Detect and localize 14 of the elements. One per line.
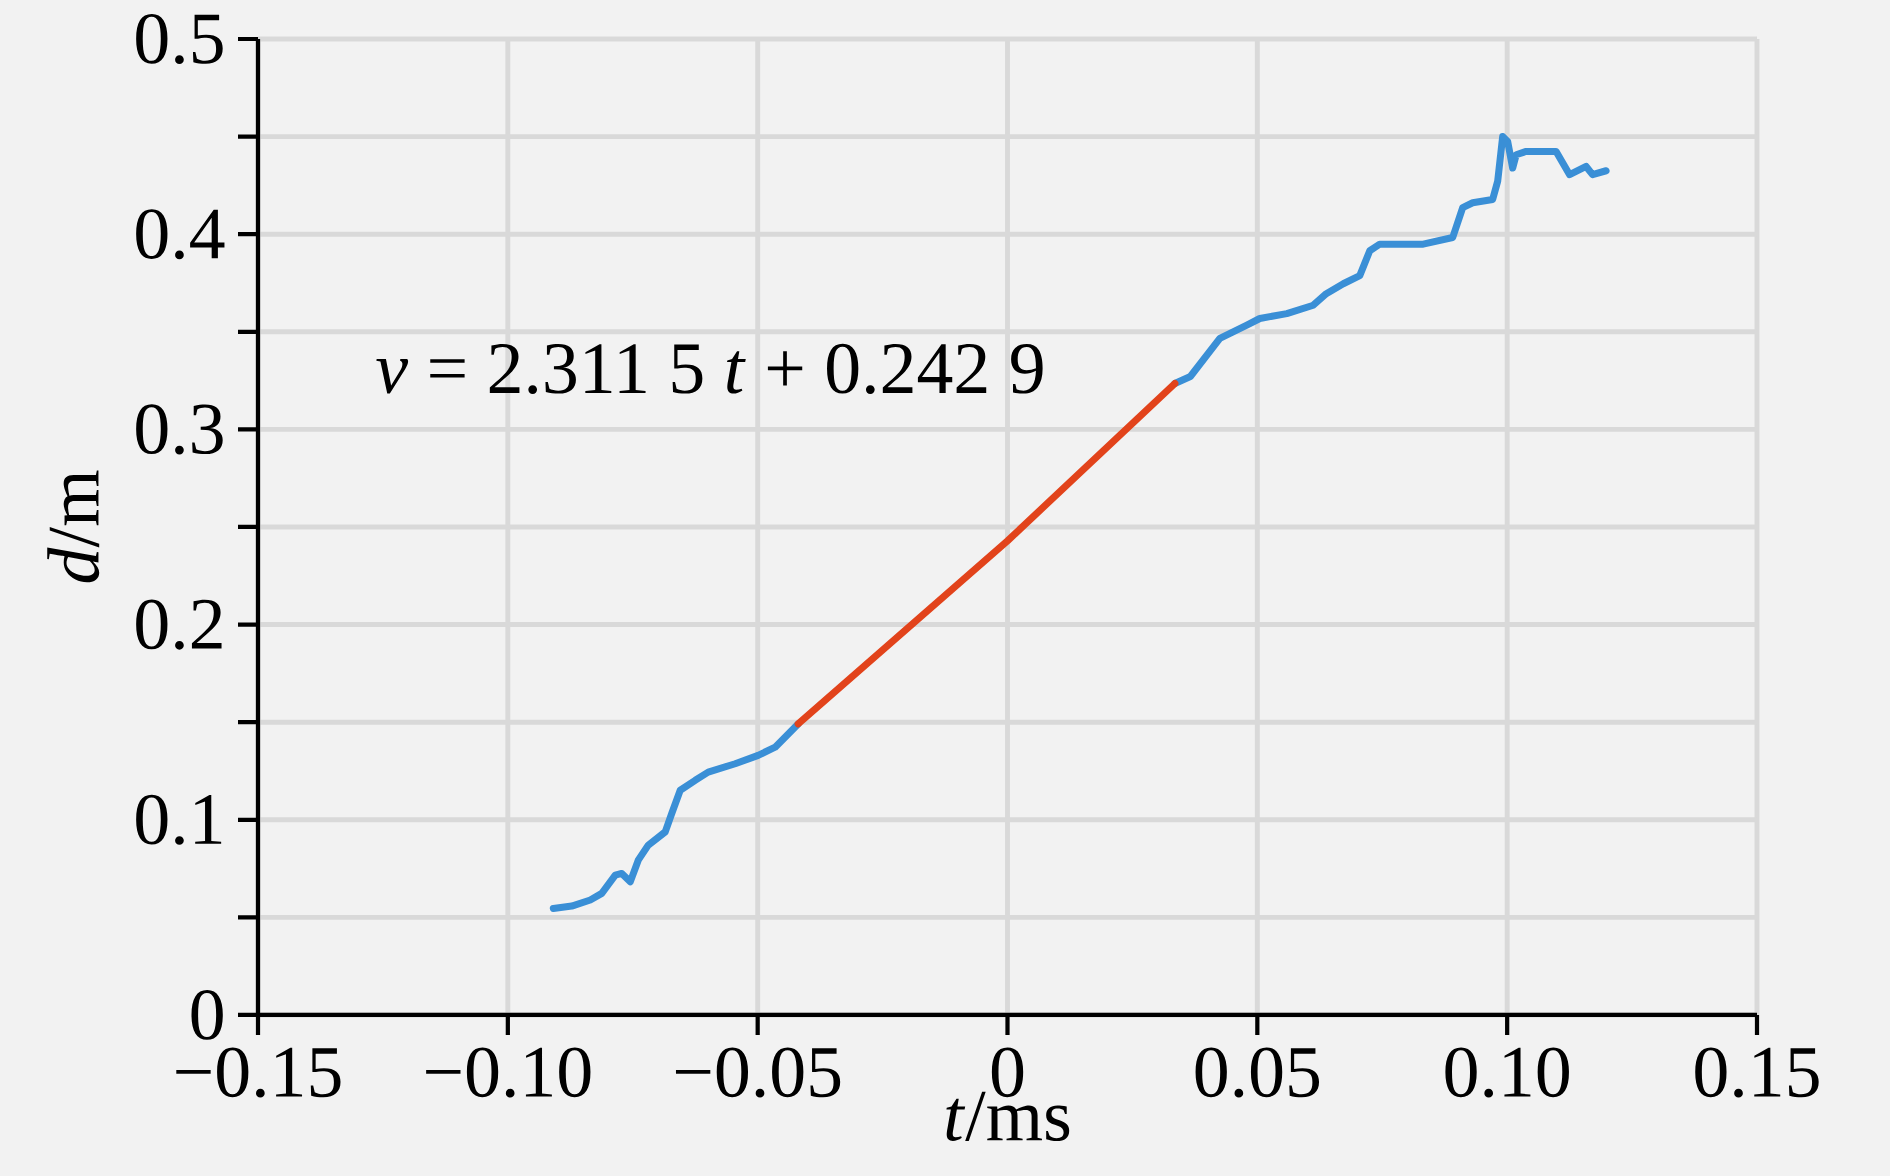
y-tick-label: 0.2: [136, 599, 222, 650]
x-tick-label: −0.10: [426, 1047, 591, 1098]
y-axis-title: d/m: [47, 470, 100, 583]
x-tick-label: −0.15: [176, 1047, 341, 1098]
x-tick-label: 0.05: [1195, 1047, 1320, 1098]
y-tick-label: 0.3: [136, 404, 223, 455]
annotation: v = 2.311 5 t + 0.242 9: [376, 343, 1043, 394]
y-tick-label: 0.1: [136, 794, 222, 845]
y-tick-label: 0: [191, 990, 223, 1040]
x-tick-label: 0.10: [1445, 1047, 1569, 1098]
x-tick-label: 0.15: [1695, 1047, 1819, 1098]
y-tick-label: 0.5: [136, 13, 223, 65]
x-tick-label: −0.05: [675, 1047, 841, 1098]
y-tick-label: 0.4: [136, 209, 225, 260]
